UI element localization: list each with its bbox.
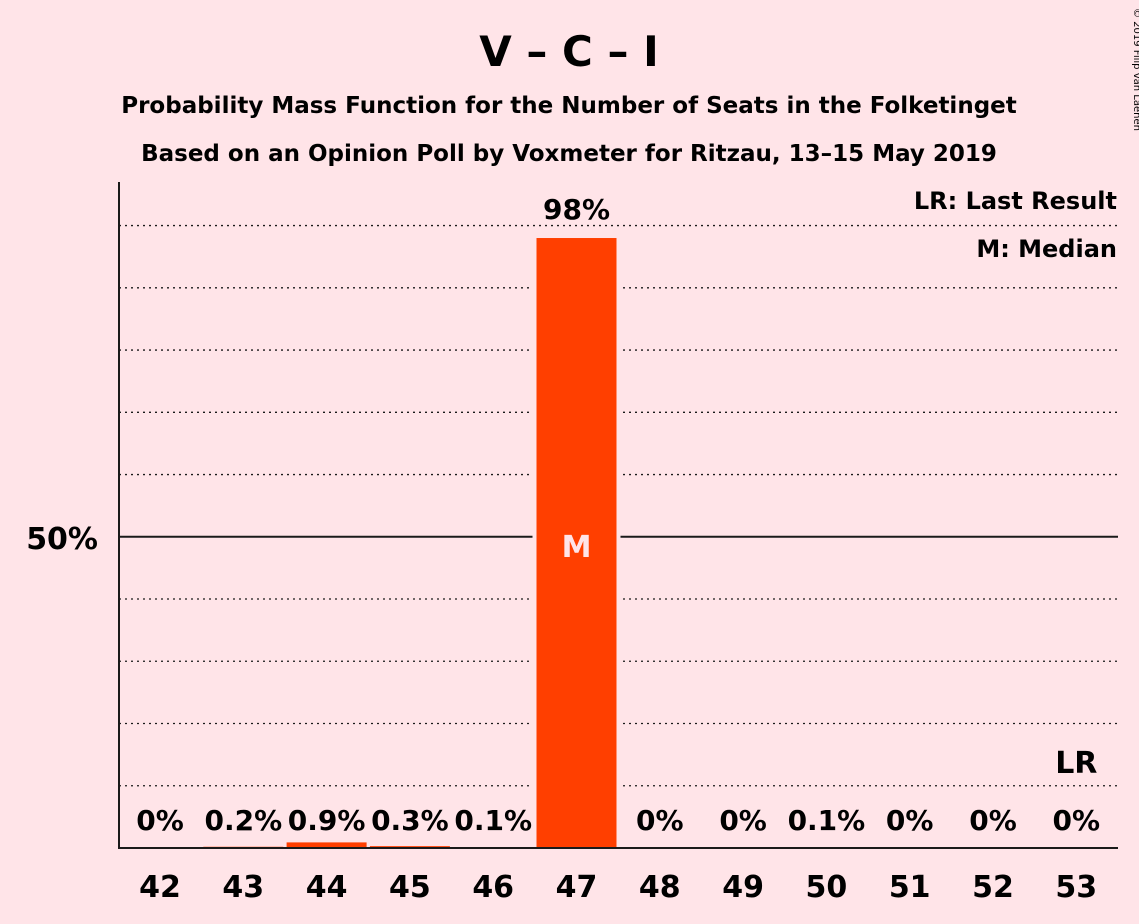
x-tick-labels: 42 43 44 45 46 47 48 49 50 51 52 53: [139, 870, 1097, 905]
data-labels: 0% 0.2% 0.9% 0.3% 0.1%98%M0% 0% 0.1% 0% 0% 0%LR: [136, 193, 1100, 837]
value-label-49: 0%: [719, 804, 767, 837]
value-label-44: 0.9%: [288, 804, 366, 837]
x-tick-label-42: 42: [139, 870, 181, 905]
x-tick-label-49: 49: [722, 870, 764, 905]
bar-47: [536, 238, 617, 849]
x-tick-label-47: 47: [556, 870, 598, 905]
value-label-51: 0%: [886, 804, 934, 837]
value-label-52: 0%: [969, 804, 1017, 837]
chart-title: V – C – I: [479, 27, 658, 76]
bar-44: [286, 842, 367, 848]
x-tick-label-50: 50: [806, 870, 848, 905]
value-label-47: 98%: [543, 193, 610, 226]
x-tick-label-43: 43: [222, 870, 264, 905]
x-tick-label-48: 48: [639, 870, 681, 905]
value-label-43: 0.2%: [204, 804, 282, 837]
bars: [203, 236, 867, 849]
x-tick-label-44: 44: [306, 870, 348, 905]
value-label-48: 0%: [636, 804, 684, 837]
value-label-46: 0.1%: [454, 804, 532, 837]
value-label-50: 0.1%: [788, 804, 866, 837]
last-result-marker: LR: [1055, 746, 1097, 781]
legend-last-result: LR: Last Result: [914, 187, 1117, 215]
chart-subtitle-line-2: Based on an Opinion Poll by Voxmeter for…: [141, 141, 997, 167]
value-label-42: 0%: [136, 804, 184, 837]
copyright-text: © 2019 Filip van Laenen: [1131, 8, 1139, 131]
chart-subtitle-line-1: Probability Mass Function for the Number…: [121, 93, 1017, 119]
value-label-45: 0.3%: [371, 804, 449, 837]
y-tick-label-50: 50%: [26, 522, 98, 557]
x-tick-label-52: 52: [972, 870, 1014, 905]
median-marker: M: [562, 530, 592, 565]
x-tick-label-45: 45: [389, 870, 431, 905]
value-label-53: 0%: [1053, 804, 1101, 837]
x-tick-label-46: 46: [472, 870, 514, 905]
x-tick-label-53: 53: [1055, 870, 1097, 905]
x-tick-label-51: 51: [889, 870, 931, 905]
legend-median: M: Median: [976, 235, 1117, 263]
